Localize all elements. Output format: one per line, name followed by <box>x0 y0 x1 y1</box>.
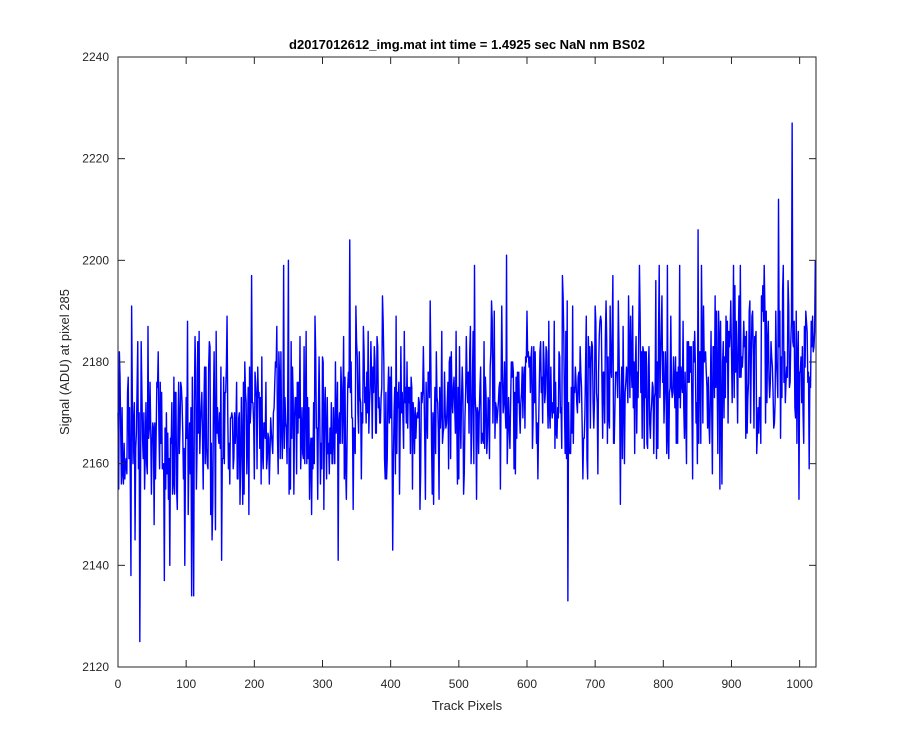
x-tick-label: 100 <box>176 677 196 691</box>
y-tick-label: 2120 <box>82 660 109 674</box>
x-tick-label: 600 <box>517 677 537 691</box>
x-tick-label: 200 <box>244 677 264 691</box>
x-tick-label: 400 <box>381 677 401 691</box>
y-axis-label: Signal (ADU) at pixel 285 <box>57 289 72 435</box>
x-tick-label: 900 <box>721 677 741 691</box>
tick-layer: 0 100 200 300 400 500 600 700 800 900 1000 2120 2140… <box>82 50 816 691</box>
signal-series-line <box>117 122 817 643</box>
y-tick-label: 2140 <box>82 558 109 572</box>
data-layer <box>117 122 817 643</box>
y-tick-label: 2220 <box>82 152 109 166</box>
y-tick-label: 2180 <box>82 355 109 369</box>
x-tick-label: 500 <box>449 677 469 691</box>
x-tick-label: 700 <box>585 677 605 691</box>
axes-box <box>117 56 817 668</box>
x-axis-label: Track Pixels <box>432 698 503 713</box>
chart-title: d2017012612_img.mat int time = 1.4925 se… <box>289 37 645 52</box>
x-tick-label: 1000 <box>786 677 813 691</box>
y-tick-label: 2200 <box>82 253 109 267</box>
x-tick-label: 300 <box>312 677 332 691</box>
x-tick-label: 800 <box>653 677 673 691</box>
x-tick-label: 0 <box>115 677 122 691</box>
y-tick-label: 2160 <box>82 457 109 471</box>
y-tick-label: 2240 <box>82 50 109 64</box>
